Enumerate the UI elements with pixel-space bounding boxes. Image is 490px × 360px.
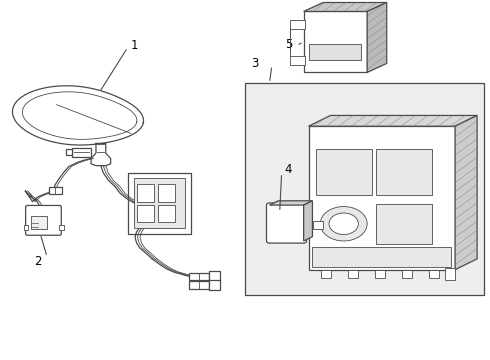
Text: 1: 1 <box>130 39 138 52</box>
Polygon shape <box>12 86 144 145</box>
FancyBboxPatch shape <box>128 173 191 234</box>
FancyBboxPatch shape <box>290 21 305 30</box>
FancyBboxPatch shape <box>25 206 61 235</box>
FancyBboxPatch shape <box>313 247 451 267</box>
Polygon shape <box>367 3 387 72</box>
Text: 4: 4 <box>284 163 292 176</box>
FancyBboxPatch shape <box>209 280 220 291</box>
FancyBboxPatch shape <box>189 273 209 280</box>
FancyBboxPatch shape <box>429 270 439 278</box>
Circle shape <box>320 207 367 241</box>
Polygon shape <box>270 201 313 205</box>
FancyBboxPatch shape <box>445 268 455 280</box>
Circle shape <box>329 213 358 234</box>
FancyBboxPatch shape <box>59 225 64 230</box>
FancyBboxPatch shape <box>267 203 307 243</box>
FancyBboxPatch shape <box>314 221 323 229</box>
FancyBboxPatch shape <box>310 44 361 60</box>
FancyBboxPatch shape <box>376 204 432 244</box>
FancyBboxPatch shape <box>245 83 485 295</box>
FancyBboxPatch shape <box>24 225 28 230</box>
FancyBboxPatch shape <box>304 12 367 72</box>
Polygon shape <box>304 201 313 241</box>
FancyBboxPatch shape <box>137 205 154 222</box>
FancyBboxPatch shape <box>376 149 432 195</box>
Text: 5: 5 <box>286 38 293 51</box>
Polygon shape <box>91 143 111 166</box>
FancyBboxPatch shape <box>209 271 220 282</box>
Polygon shape <box>455 116 477 270</box>
FancyBboxPatch shape <box>66 149 72 155</box>
FancyBboxPatch shape <box>158 205 175 222</box>
FancyBboxPatch shape <box>316 149 371 195</box>
Text: 3: 3 <box>251 57 259 70</box>
FancyBboxPatch shape <box>189 282 209 289</box>
FancyBboxPatch shape <box>49 187 62 194</box>
FancyBboxPatch shape <box>137 184 154 202</box>
FancyBboxPatch shape <box>72 148 91 157</box>
Text: 2: 2 <box>34 255 41 268</box>
Polygon shape <box>309 116 477 126</box>
FancyBboxPatch shape <box>290 56 305 65</box>
FancyBboxPatch shape <box>134 178 185 228</box>
FancyBboxPatch shape <box>402 270 412 278</box>
FancyBboxPatch shape <box>31 216 47 229</box>
FancyBboxPatch shape <box>309 126 455 270</box>
Polygon shape <box>304 3 387 12</box>
FancyBboxPatch shape <box>375 270 385 278</box>
FancyBboxPatch shape <box>348 270 358 278</box>
FancyBboxPatch shape <box>158 184 175 202</box>
FancyBboxPatch shape <box>321 270 331 278</box>
